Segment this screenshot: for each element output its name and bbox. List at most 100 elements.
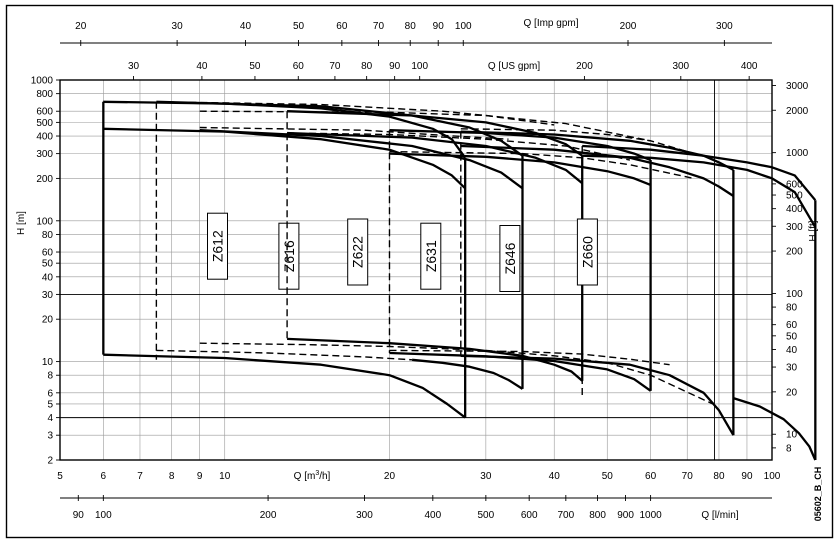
x-axis-title-m3h: Q [m3/h]: [294, 470, 331, 482]
x-tick-label-us: 100: [411, 61, 428, 72]
z616-lower-dashed-curve: [199, 342, 714, 405]
y-tick-label-m: 6: [47, 388, 53, 399]
y-tick-label-m: 3: [47, 431, 53, 442]
x-tick-label-lmin: 400: [424, 510, 441, 521]
z612-lower-curve: [103, 353, 466, 419]
z660-lower-curve: [733, 397, 817, 461]
x-tick-label-us: 400: [741, 61, 758, 72]
chart-series: Z612 Z616 Z622 Z631 Z646 Z660: [102, 100, 817, 461]
x-tick-label-lmin: 1000: [639, 510, 662, 521]
z616-label-text: Z616: [281, 240, 297, 272]
y-tick-label-ft: 8: [786, 443, 792, 454]
x-tick-label-lmin: 500: [478, 510, 495, 521]
y-tick-label-ft: 1000: [786, 148, 809, 159]
z622-label-box: [347, 218, 369, 286]
y-tick-label-m: 200: [36, 174, 53, 185]
x-tick-label-lmin: 300: [356, 510, 373, 521]
y-tick-label-m: 300: [36, 149, 53, 160]
y-tick-label-m: 30: [42, 290, 54, 301]
x-tick-label-us: 200: [576, 61, 593, 72]
x-tick-label-lmin: 700: [557, 510, 574, 521]
x-tick-label-us: 60: [293, 61, 305, 72]
x-tick-label-m3h: 70: [682, 471, 694, 482]
x-tick-label-m3h: 40: [549, 471, 561, 482]
y-axis-title-ft: H [ft]: [808, 220, 819, 241]
z646-label-text: Z646: [502, 242, 518, 274]
z612-label-text: Z612: [210, 230, 226, 262]
chart-axes: 5 6 7 8 9 10 20 30 40 50 60 70 80 90 10023456810203040…: [31, 21, 809, 521]
y-tick-label-m: 50: [42, 259, 54, 270]
x-tick-label-us: 30: [128, 61, 140, 72]
y-tick-label-ft: 300: [786, 222, 803, 233]
x-tick-label-m3h: 100: [764, 471, 781, 482]
y-tick-label-m: 4: [47, 413, 53, 424]
y-tick-label-ft: 100: [786, 289, 803, 300]
x-tick-label-imp: 70: [373, 21, 385, 32]
x-axis-title-us-gpm: Q [US gpm]: [488, 61, 540, 72]
x-tick-label-m3h: 20: [384, 471, 396, 482]
x-tick-label-m3h: 5: [57, 471, 63, 482]
y-tick-label-ft: 50: [786, 331, 798, 342]
y-tick-label-m: 100: [36, 216, 53, 227]
x-tick-label-imp: 80: [405, 21, 417, 32]
x-tick-label-m3h: 9: [197, 471, 203, 482]
z631-label-text: Z631: [423, 240, 439, 272]
z660-label-box: [576, 218, 598, 286]
z616-lower-curve: [411, 358, 524, 390]
z646-label-box: [499, 225, 521, 292]
y-tick-label-m: 20: [42, 315, 54, 326]
plot-frame: [59, 79, 773, 461]
x-axis-title-imp-gpm: Q [Imp gpm]: [523, 18, 578, 29]
z646-mid-curve: [460, 144, 735, 197]
x-tick-label-m3h: 6: [101, 471, 107, 482]
x-tick-label-imp: 100: [455, 21, 472, 32]
z612-upper-dashed-curve: [156, 101, 555, 126]
y-tick-label-ft: 600: [786, 179, 803, 190]
z616-mid-dashed-curve: [287, 132, 631, 161]
x-tick-label-m3h: 60: [645, 471, 657, 482]
z616-label: Z616: [278, 222, 300, 290]
y-tick-label-ft: 400: [786, 204, 803, 215]
x-tick-label-us: 40: [196, 61, 208, 72]
x-tick-label-m3h: 30: [480, 471, 492, 482]
x-tick-label-lmin: 600: [521, 510, 538, 521]
y-tick-label-m: 2: [47, 456, 53, 467]
z622-mid-curve: [287, 131, 583, 185]
x-tick-label-m3h: 8: [169, 471, 175, 482]
x-tick-label-m3h: 90: [741, 471, 753, 482]
y-tick-label-ft: 2000: [786, 106, 809, 117]
z660-label: Z660: [576, 218, 598, 286]
y-tick-label-ft: 40: [786, 345, 798, 356]
z612-lower-dashed-curve: [156, 349, 413, 361]
x-tick-label-us: 70: [329, 61, 341, 72]
x-tick-label-us: 50: [249, 61, 261, 72]
y-tick-label-m: 5: [47, 399, 53, 410]
y-tick-label-m: 80: [42, 230, 54, 241]
y-tick-label-m: 40: [42, 272, 54, 283]
drawing-code: 05602_B_CH: [813, 467, 823, 522]
z646-label: Z646: [499, 225, 521, 292]
y-tick-label-m: 600: [36, 107, 53, 118]
y-tick-label-ft: 60: [786, 320, 798, 331]
y-tick-label-m: 60: [42, 248, 54, 259]
x-tick-label-imp: 300: [716, 21, 733, 32]
y-tick-label-ft: 30: [786, 363, 798, 374]
z631-upper-dashed-curve: [460, 128, 695, 155]
z616-upper-curve: [156, 100, 524, 157]
y-tick-label-ft: 3000: [786, 81, 809, 92]
x-axis-title-lmin: Q [l/min]: [701, 510, 738, 521]
z660-label-text: Z660: [579, 236, 595, 268]
y-tick-label-ft: 20: [786, 387, 798, 398]
z631-label: Z631: [420, 222, 442, 290]
z616-mid-curve: [199, 129, 524, 190]
z616-label-box: [278, 222, 300, 290]
z612-mid-dashed-curve: [199, 126, 509, 140]
y-tick-label-m: 800: [36, 89, 53, 100]
y-tick-label-m: 400: [36, 132, 53, 143]
y-tick-label-ft: 500: [786, 191, 803, 202]
z622-upper-curve: [287, 110, 583, 157]
z631-lower-dashed-curve: [389, 349, 670, 366]
y-axis-title-m: H [m]: [16, 211, 27, 235]
x-tick-label-imp: 40: [240, 21, 252, 32]
x-tick-label-m3h: 10: [219, 471, 231, 482]
